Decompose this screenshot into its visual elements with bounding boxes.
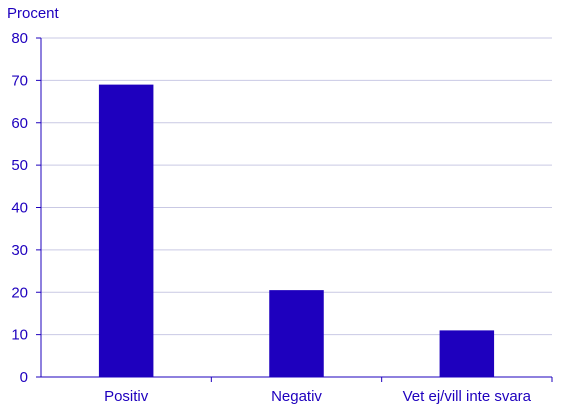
y-tick-label: 20 (11, 284, 28, 301)
y-tick-label: 50 (11, 157, 28, 174)
bar (98, 84, 154, 378)
bar (269, 290, 324, 377)
bar (439, 330, 495, 377)
bars (98, 84, 495, 378)
x-axis-ticks (210, 377, 553, 382)
y-tick-label: 40 (11, 200, 28, 217)
y-tick-label: 60 (11, 115, 28, 132)
x-axis-labels: Positiv Negativ Vet ej/vill inte svara (104, 388, 532, 405)
y-tick-label: 0 (20, 369, 28, 386)
y-axis-ticks: 0 10 20 30 40 50 60 70 80 (11, 30, 41, 386)
y-axis-label: Procent (7, 5, 60, 22)
y-tick-label: 30 (11, 242, 28, 259)
y-tick-label: 80 (11, 30, 28, 47)
y-tick-label: 70 (11, 72, 28, 89)
category-label: Negativ (271, 388, 322, 405)
y-tick-label: 10 (11, 327, 28, 344)
category-label: Positiv (104, 388, 149, 405)
category-label: Vet ej/vill inte svara (403, 388, 532, 405)
